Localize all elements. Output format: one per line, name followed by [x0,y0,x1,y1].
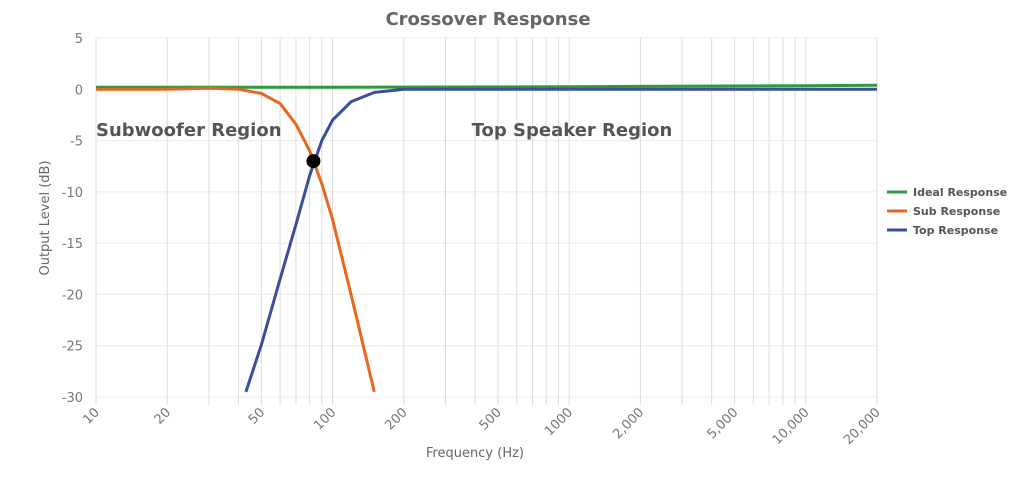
y-tick-label: 0 [75,83,83,98]
y-tick-label: -25 [62,340,83,355]
region-label: Top Speaker Region [472,120,673,141]
x-tick-label: 20,000 [841,405,884,448]
line-series [96,83,878,89]
region-label: Subwoofer Region [96,120,282,141]
y-tick-label: 5 [75,32,83,47]
crossover-point [306,154,321,169]
x-tick-label: 50 [246,405,268,427]
legend-label: Ideal Response [913,186,1007,199]
x-tick-label: 500 [477,405,505,433]
legend-label: Top Response [913,224,998,237]
y-tick-label: -30 [62,391,83,406]
y-tick-label: -15 [62,237,83,252]
x-tick-label: 20 [152,405,174,427]
legend-label: Sub Response [913,205,1000,218]
line-series [96,86,376,393]
chart-title: Crossover Response [385,9,590,30]
line-series [244,87,877,393]
x-tick-label: 5,000 [704,405,741,442]
x-tick-label: 10,000 [770,405,813,448]
x-tick-label: 10 [81,405,103,427]
y-axis-label: Output Level (dB) [38,160,53,275]
x-tick-label: 200 [382,405,410,433]
x-axis-label: Frequency (Hz) [426,446,524,461]
x-tick-label: 100 [311,405,339,433]
y-tick-label: -5 [70,135,83,150]
y-tick-label: -10 [62,186,83,201]
x-tick-label: 2,000 [610,405,647,442]
y-tick-label: -20 [62,288,83,303]
x-tick-label: 1000 [542,405,576,439]
